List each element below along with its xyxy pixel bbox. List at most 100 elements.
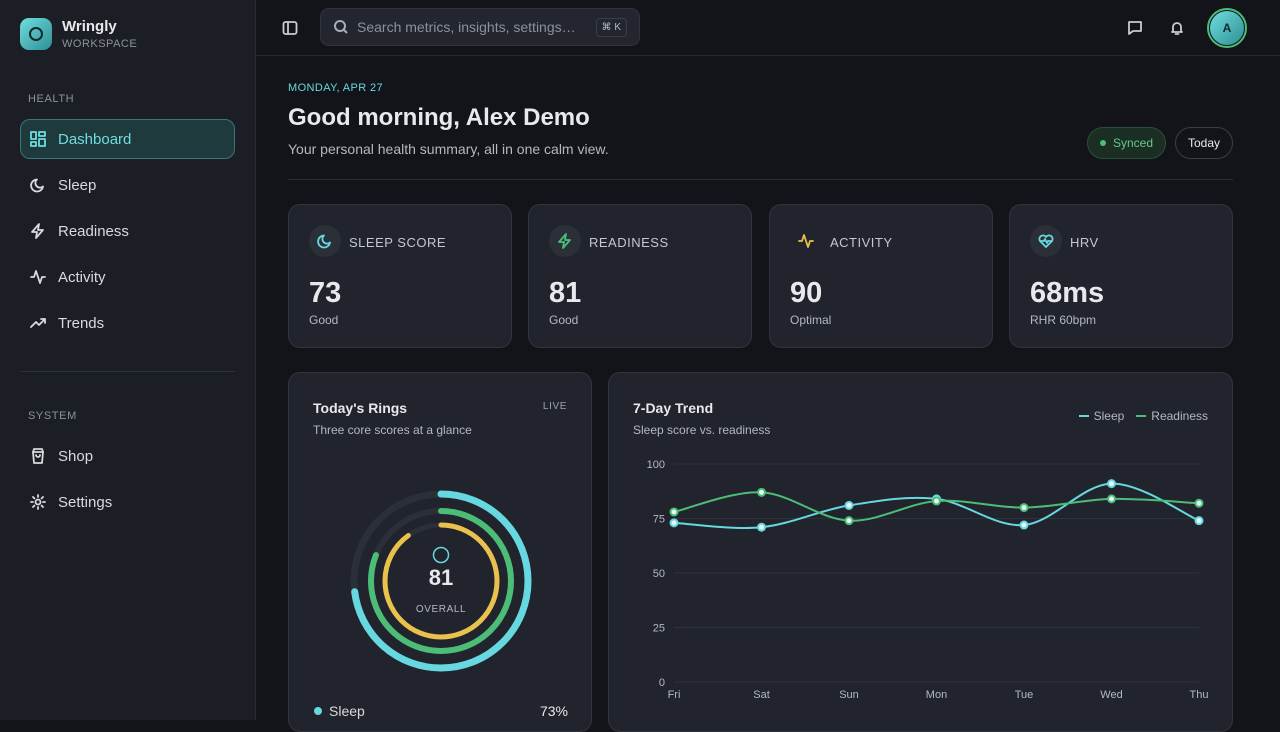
card-label: ACTIVITY [830,235,893,250]
y-tick-label: 0 [659,677,665,689]
data-point [757,487,766,497]
ring-arc [350,490,532,672]
y-tick-label: 75 [653,514,665,526]
logo [20,18,52,50]
date: MONDAY, APR 27 [288,82,384,94]
card-icon [309,225,341,257]
card-label: HRV [1070,235,1099,250]
card-note: Optimal [790,313,832,327]
ring-legend-value: 73% [540,703,568,719]
shortcut: ⌘ K [595,18,627,37]
data-point [669,518,679,528]
data-point [1107,479,1116,489]
nav-label: Activity [58,268,106,286]
metric-card: READINESS 81 Good [528,204,752,348]
data-point [1107,494,1116,504]
y-tick-label: 50 [653,568,665,580]
data-point [1194,498,1204,508]
ring-arc [368,508,514,654]
card-value: 68ms [1030,277,1105,309]
card-label: SLEEP SCORE [349,235,447,250]
data-point [1194,516,1204,526]
ring-legend-name: Sleep [329,703,365,719]
sidebar-toggle[interactable] [282,20,298,36]
legend-item: Sleep [1078,409,1125,423]
ring-center-value: 81 [429,565,453,590]
card-note: RHR 60bpm [1030,313,1097,327]
nav-label: Dashboard [58,130,132,148]
ring-icon [432,546,450,564]
panel-subtitle: Three core scores at a glance [313,423,472,437]
rings-panel: Today's Rings LIVE Three core scores at … [288,372,592,732]
chart-title: 7-Day Trend [633,400,714,416]
line-chart: 0 25 50 75 100 Fri Sat Sun Mon Tue Wed Thu [647,459,1209,701]
legend-swatch [1078,415,1089,417]
panel-title: Today's Rings [313,400,408,416]
sync-status: Synced [1087,127,1167,159]
data-point [757,522,766,532]
nav-item[interactable]: Dashboard [20,119,235,159]
card-note: Good [549,313,579,327]
nav-item[interactable]: Settings [20,482,235,522]
brand: Wringly [62,18,117,35]
greeting: Good morning, Alex Demo [288,104,590,131]
card-value: 90 [790,277,823,309]
ring-center-label: OVERALL [416,604,466,615]
data-point [844,516,854,526]
card-icon [549,225,581,257]
search-placeholder: Search metrics, insights, settings… [357,19,576,35]
notifications-button[interactable] [1169,20,1185,36]
divider [288,179,1233,180]
section-title: SYSTEM [28,410,77,422]
data-point [932,496,941,506]
y-tick-label: 100 [647,459,665,471]
series-line [673,482,1200,529]
topbar: Search metrics, insights, settings… ⌘ K A [256,0,1280,56]
section-title: HEALTH [28,93,75,105]
card-value: 73 [309,277,342,309]
data-point [1019,503,1029,513]
card-label: READINESS [589,235,669,250]
legend-dot [314,707,322,715]
data-point [669,507,679,517]
search-box[interactable]: Search metrics, insights, settings… ⌘ K [320,8,640,46]
nav-label: Settings [58,493,113,511]
avatar[interactable]: A [1207,8,1247,48]
nav-item[interactable]: Shop [20,436,235,476]
card-value: 81 [549,277,582,309]
divider [20,371,235,372]
nav-item[interactable]: Activity [20,257,235,297]
x-tick-label: Fri [668,689,681,701]
nav-item[interactable]: Trends [20,303,235,343]
card-note: Good [309,313,339,327]
sidebar: Wringly WORKSPACE HEALTH Dashboard Sleep… [0,0,256,720]
nav-item[interactable]: Readiness [20,211,235,251]
nav-label: Shop [58,447,94,465]
legend-label: Readiness [1151,409,1208,423]
x-tick-label: Tue [1015,689,1034,701]
messages-button[interactable] [1127,20,1143,36]
range-label: Today [1188,136,1221,150]
chart-subtitle: Sleep score vs. readiness [633,423,771,437]
card-icon [790,225,822,257]
nav-item[interactable]: Sleep [20,165,235,205]
x-tick-label: Wed [1100,689,1122,701]
range-button[interactable]: Today [1175,127,1234,159]
legend-label: Sleep [1093,409,1125,423]
data-point [1019,520,1029,530]
nav-label: Sleep [58,176,97,194]
card-icon [1030,225,1062,257]
nav-label: Readiness [58,222,129,240]
legend: Sleep Readiness [1078,409,1208,423]
sync-label: Synced [1113,136,1154,150]
live-badge: LIVE [542,401,567,412]
x-tick-label: Thu [1190,689,1209,701]
legend-item: Readiness [1136,409,1208,423]
data-point [844,500,854,510]
y-tick-label: 25 [653,623,665,635]
metric-card: ACTIVITY 90 Optimal [769,204,993,348]
workspace: WORKSPACE [62,38,138,50]
legend-swatch [1136,415,1147,417]
